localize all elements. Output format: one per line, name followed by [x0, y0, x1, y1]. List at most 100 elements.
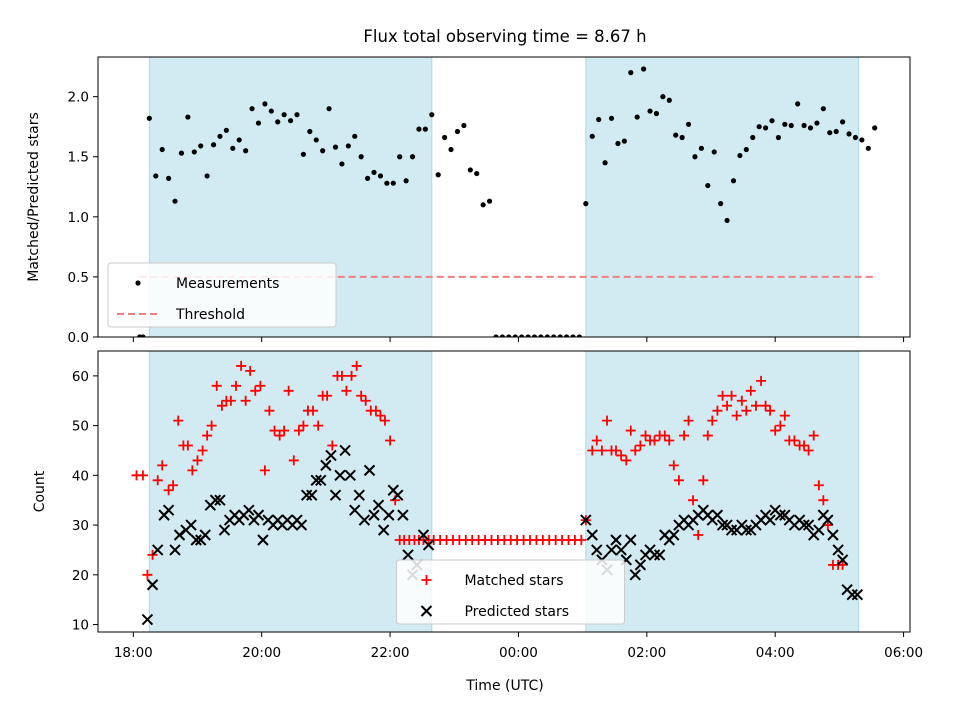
measurement-point: [332, 144, 339, 150]
legend-marker: [135, 280, 141, 286]
matched-point: [346, 370, 357, 381]
measurement-point: [840, 119, 846, 125]
predicted-point: [625, 534, 637, 546]
measurement-point: [287, 118, 294, 124]
predicted-point: [300, 489, 313, 501]
x-tick-label: 06:00: [884, 645, 923, 661]
measurement-point: [486, 198, 493, 204]
measurement-point: [243, 148, 249, 154]
x-tick-label: 22:00: [371, 645, 410, 661]
measurement-point: [634, 114, 640, 120]
predicted-point: [653, 549, 666, 561]
measurement-point: [795, 101, 801, 107]
matched-point: [731, 410, 742, 421]
matched-point: [250, 385, 261, 396]
predicted-point: [851, 588, 864, 601]
matched-point: [635, 440, 646, 451]
measurement-point: [544, 334, 550, 337]
measurement-point: [679, 134, 685, 141]
predicted-point: [146, 579, 159, 591]
predicted-point: [716, 519, 729, 531]
measurement-point: [525, 334, 531, 337]
measurement-point: [448, 146, 454, 153]
x-tick-label: 20:00: [242, 645, 281, 661]
measurement-point: [730, 178, 737, 184]
matched-point: [351, 360, 362, 371]
matched-point: [664, 435, 675, 446]
measurement-point: [743, 146, 749, 153]
y-tick-label: 30: [72, 518, 89, 534]
measurement-point: [506, 334, 512, 337]
predicted-point: [209, 494, 222, 506]
matched-point: [269, 425, 280, 436]
matched-point: [803, 445, 814, 456]
legend-marker: [421, 575, 432, 585]
measurement-point: [230, 145, 236, 151]
predicted-point: [218, 524, 231, 536]
matched-point: [202, 430, 213, 441]
legend-label: Matched stars: [464, 573, 563, 589]
predicted-point: [422, 539, 435, 551]
predicted-point: [798, 519, 810, 531]
measurement-point: [480, 202, 486, 208]
legend-label: Threshold: [175, 307, 245, 323]
predicted-point: [214, 494, 226, 506]
ratio-panel: 0.0 0.5 1.0 1.5 2.0 Matched/Predicted stars Me…: [26, 56, 911, 346]
matched-point: [313, 420, 324, 431]
measurement-point: [204, 173, 210, 179]
measurement-point: [872, 125, 878, 131]
measurement-point: [320, 148, 326, 154]
predicted-point: [580, 514, 592, 526]
matched-point: [818, 495, 829, 506]
matched-point: [298, 420, 309, 431]
matched-point: [375, 410, 386, 421]
axes-frame: [97, 350, 911, 633]
measurement-point: [865, 145, 871, 151]
matched-point: [712, 405, 723, 416]
measurement-point: [262, 101, 268, 107]
measurement-point: [191, 149, 197, 155]
matched-point: [640, 430, 651, 441]
measurement-point: [371, 169, 377, 175]
predicted-point: [162, 504, 175, 516]
count-panel: 10 20 30 40 50 60 18:00 20:00 22:00 00:00 02:00 04:…: [32, 350, 923, 661]
predicted-point: [295, 519, 308, 531]
predicted-point: [353, 489, 365, 501]
y-axis-label: Matched/Predicted stars: [26, 112, 42, 282]
matched-point: [659, 430, 670, 441]
predicted-point: [190, 534, 202, 546]
measurement-point: [576, 334, 583, 337]
matched-point: [385, 435, 396, 446]
matched-point: [765, 405, 776, 416]
predicted-point: [252, 509, 265, 521]
measurement-point: [782, 121, 788, 127]
measurement-point: [519, 334, 525, 337]
measurement-point: [718, 201, 724, 207]
predicted-point: [813, 524, 825, 536]
measurement-point: [442, 134, 448, 141]
measurement-point: [268, 108, 274, 114]
measurement-point: [352, 133, 358, 139]
matched-point: [837, 559, 848, 570]
measurement-point: [403, 178, 409, 184]
predicted-point: [610, 534, 622, 546]
matched-point: [770, 425, 781, 436]
matched-point: [745, 385, 756, 396]
predicted-point: [836, 554, 849, 566]
matched-point: [625, 425, 636, 436]
measurement-point: [563, 334, 570, 337]
y-tick-label: 1.0: [68, 210, 89, 226]
legend-box: [107, 262, 337, 328]
matched-point: [293, 425, 304, 436]
measurement-point: [313, 137, 319, 143]
predicted-point: [372, 499, 385, 511]
measurement-point: [859, 137, 865, 143]
measurement-point: [255, 120, 262, 126]
matched-point: [288, 455, 299, 466]
predicted-point: [329, 489, 342, 501]
matched-point: [163, 485, 174, 496]
y-tick-label: 50: [72, 419, 89, 435]
legend: Matched stars Predicted stars: [395, 559, 625, 625]
matched-point: [602, 415, 613, 426]
y-tick-label: 1.5: [68, 150, 89, 166]
